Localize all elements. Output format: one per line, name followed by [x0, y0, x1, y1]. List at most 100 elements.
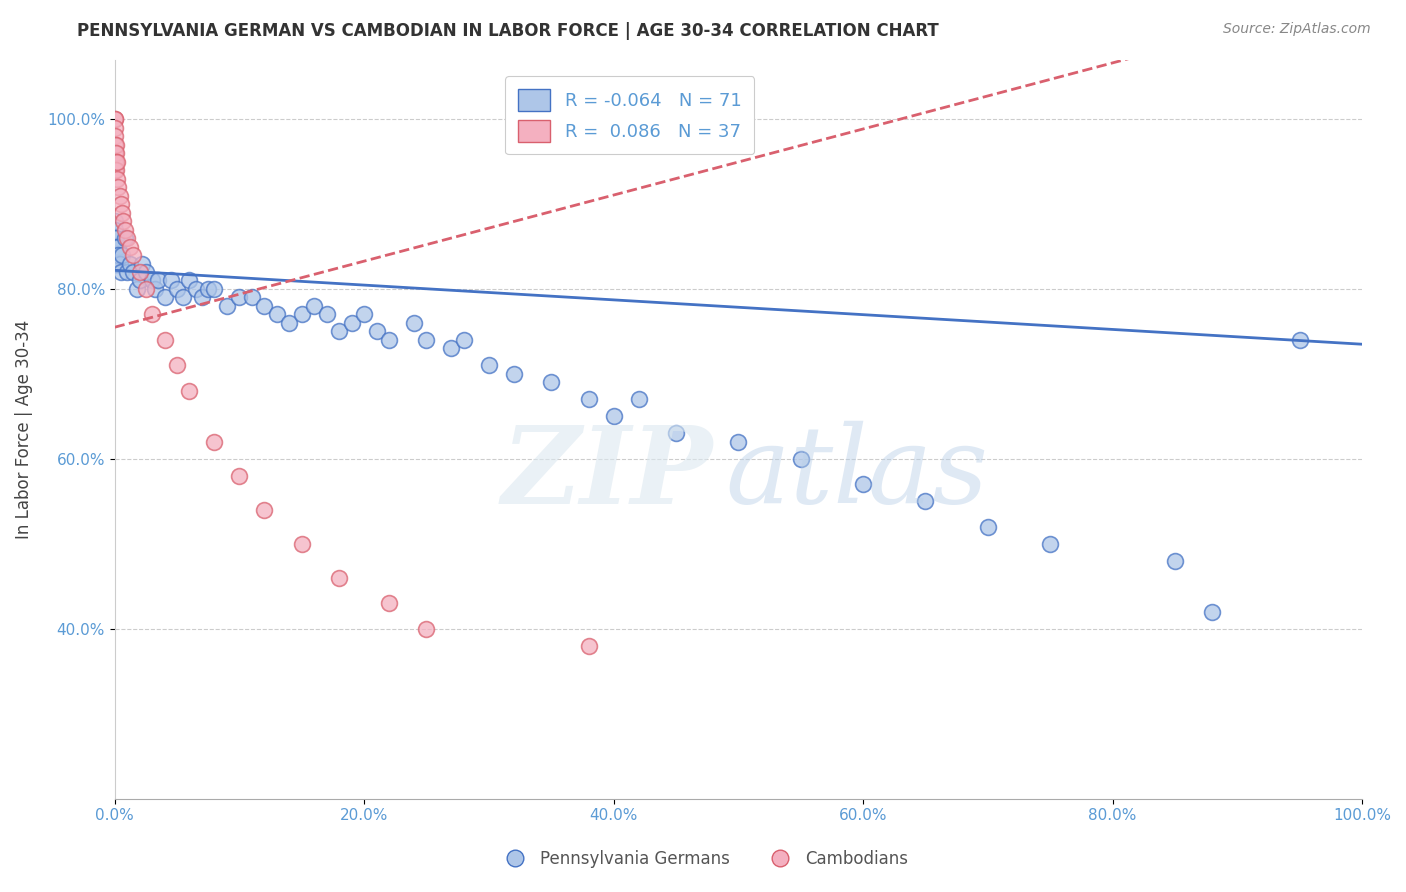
- Point: [135, 265, 157, 279]
- Point: [104, 154, 127, 169]
- Point: [104, 248, 127, 262]
- Point: [104, 256, 127, 270]
- Point: [135, 282, 157, 296]
- Point: [1039, 537, 1062, 551]
- Point: [328, 325, 350, 339]
- Point: [104, 163, 127, 178]
- Point: [415, 622, 437, 636]
- Point: [104, 222, 127, 236]
- Point: [114, 231, 136, 245]
- Point: [118, 239, 141, 253]
- Point: [104, 137, 127, 152]
- Point: [315, 308, 337, 322]
- Point: [291, 537, 314, 551]
- Point: [266, 308, 288, 322]
- Point: [366, 325, 388, 339]
- Point: [141, 273, 163, 287]
- Point: [112, 214, 135, 228]
- Point: [184, 282, 207, 296]
- Point: [191, 291, 214, 305]
- Point: [104, 120, 127, 135]
- Text: PENNSYLVANIA GERMAN VS CAMBODIAN IN LABOR FORCE | AGE 30-34 CORRELATION CHART: PENNSYLVANIA GERMAN VS CAMBODIAN IN LABO…: [77, 22, 939, 40]
- Point: [172, 291, 194, 305]
- Point: [540, 376, 562, 390]
- Point: [202, 282, 225, 296]
- Point: [1201, 605, 1223, 619]
- Point: [627, 392, 650, 407]
- Legend: Pennsylvania Germans, Cambodians: Pennsylvania Germans, Cambodians: [492, 844, 914, 875]
- Point: [105, 256, 128, 270]
- Point: [977, 520, 1000, 534]
- Point: [104, 112, 127, 126]
- Point: [104, 163, 127, 178]
- Point: [228, 469, 250, 483]
- Point: [914, 494, 936, 508]
- Text: atlas: atlas: [725, 421, 988, 526]
- Point: [141, 308, 163, 322]
- Point: [291, 308, 314, 322]
- Point: [197, 282, 219, 296]
- Point: [253, 299, 276, 313]
- Point: [378, 596, 401, 610]
- Point: [107, 239, 129, 253]
- Point: [122, 265, 145, 279]
- Point: [104, 248, 127, 262]
- Point: [1288, 333, 1310, 347]
- Point: [179, 384, 201, 398]
- Point: [114, 222, 136, 236]
- Point: [440, 342, 463, 356]
- Point: [240, 291, 263, 305]
- Point: [115, 265, 138, 279]
- Point: [105, 248, 128, 262]
- Point: [104, 146, 127, 161]
- Point: [215, 299, 238, 313]
- Point: [108, 188, 131, 202]
- Y-axis label: In Labor Force | Age 30-34: In Labor Force | Age 30-34: [15, 319, 32, 539]
- Point: [602, 409, 624, 424]
- Point: [166, 282, 188, 296]
- Point: [104, 239, 127, 253]
- Point: [104, 231, 127, 245]
- Point: [110, 197, 132, 211]
- Point: [131, 256, 153, 270]
- Point: [125, 282, 148, 296]
- Point: [104, 239, 127, 253]
- Text: Source: ZipAtlas.com: Source: ZipAtlas.com: [1223, 22, 1371, 37]
- Point: [578, 392, 600, 407]
- Point: [107, 180, 129, 194]
- Point: [328, 571, 350, 585]
- Point: [415, 333, 437, 347]
- Legend: R = -0.064   N = 71, R =  0.086   N = 37: R = -0.064 N = 71, R = 0.086 N = 37: [505, 76, 754, 154]
- Point: [104, 112, 127, 126]
- Point: [104, 154, 127, 169]
- Point: [122, 248, 145, 262]
- Point: [110, 265, 132, 279]
- Point: [453, 333, 475, 347]
- Point: [107, 248, 129, 262]
- Point: [502, 367, 524, 381]
- Point: [104, 214, 127, 228]
- Point: [478, 359, 501, 373]
- Point: [153, 333, 176, 347]
- Point: [143, 282, 166, 296]
- Point: [105, 171, 128, 186]
- Point: [104, 231, 127, 245]
- Point: [104, 146, 127, 161]
- Point: [111, 248, 134, 262]
- Point: [1164, 554, 1187, 568]
- Point: [789, 451, 811, 466]
- Point: [108, 256, 131, 270]
- Point: [111, 205, 134, 219]
- Point: [128, 273, 150, 287]
- Point: [353, 308, 375, 322]
- Point: [153, 291, 176, 305]
- Point: [105, 154, 128, 169]
- Point: [665, 426, 688, 441]
- Point: [159, 273, 181, 287]
- Point: [202, 434, 225, 449]
- Point: [727, 434, 749, 449]
- Point: [278, 316, 301, 330]
- Point: [104, 129, 127, 144]
- Point: [340, 316, 363, 330]
- Point: [578, 639, 600, 653]
